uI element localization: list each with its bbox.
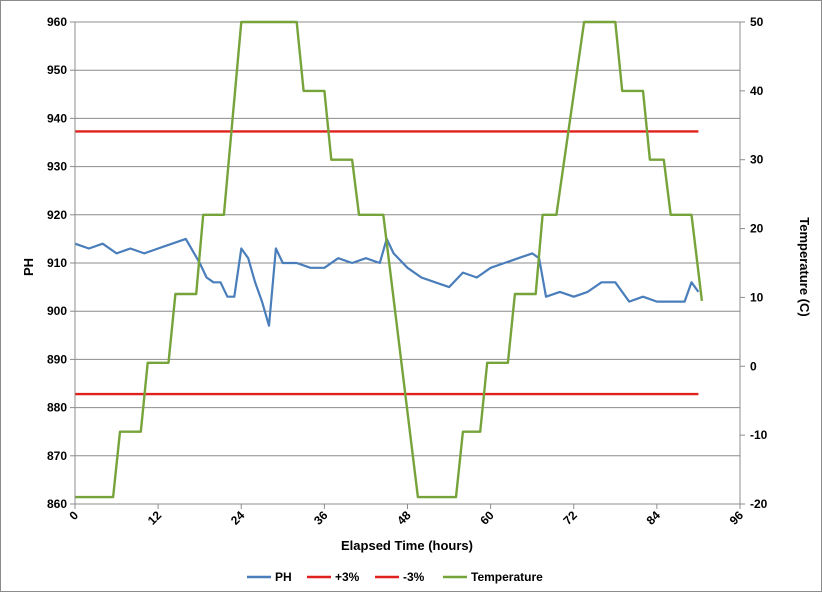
x-tick-label: 0 [66,508,81,523]
y-tick-label: 960 [47,15,67,29]
y-tick-label: 860 [47,497,67,511]
x-tick-label: 12 [145,508,165,528]
x-tick-label: 36 [311,508,331,528]
y-tick-label: 920 [47,208,67,222]
legend-item: Temperature [443,570,543,584]
legend-label: PH [275,570,292,584]
y2-axis-title: Temperature (C) [797,217,812,316]
legend-item: PH [247,570,292,584]
series-line-temperature [75,20,704,499]
y-tick-label: 930 [47,160,67,174]
y-tick-label: 950 [47,63,67,77]
series-layer [74,20,704,499]
y2-tick-label: 50 [750,15,764,29]
y-tick-label: 910 [47,256,67,270]
y-tick-label: 880 [47,401,67,415]
y-axis-title: PH [21,258,36,276]
y2-tick-label: 40 [750,84,764,98]
gridlines [75,21,740,505]
x-tick-label: 96 [727,508,747,528]
legend-item: -3% [375,570,425,584]
x-tick-label: 48 [394,508,414,528]
legend-label: Temperature [471,570,543,584]
x-tick-label: 60 [477,508,497,528]
y2-tick-label: 20 [750,222,764,236]
y2-tick-label: 30 [750,153,764,167]
legend-item: +3% [307,570,360,584]
x-axis-title: Elapsed Time (hours) [341,538,473,553]
y-tick-label: 870 [47,449,67,463]
y2-tick-label: 0 [750,359,757,373]
x-tick-label: 24 [228,508,248,528]
axes [70,21,745,509]
tick-labels: 860870880890900910920930940950960-20-100… [47,15,768,528]
legend: PH +3% -3% Temperature [247,570,543,584]
y2-tick-label: 10 [750,290,764,304]
x-tick-label: 84 [644,508,664,528]
legend-label: +3% [335,570,360,584]
legend-label: -3% [403,570,425,584]
y-tick-label: 890 [47,352,67,366]
y2-tick-label: -10 [750,428,768,442]
y2-tick-label: -20 [750,497,768,511]
x-tick-label: 72 [561,508,581,528]
y-tick-label: 900 [47,304,67,318]
y-tick-label: 940 [47,111,67,125]
